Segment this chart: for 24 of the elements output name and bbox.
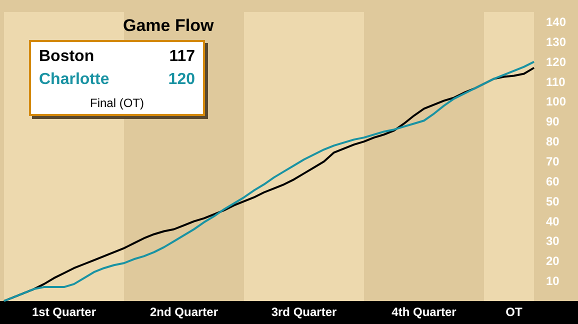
chart-title: Game Flow [123,16,214,35]
x-tick-label: 1st Quarter [32,305,96,319]
y-tick-label: 20 [546,254,560,268]
y-tick-label: 80 [546,134,560,149]
y-tick-label: 10 [546,274,560,288]
x-tick-label: OT [506,305,523,319]
annotation: 120 [168,71,195,89]
y-tick-label: 70 [546,154,560,168]
y-tick-label: 100 [546,94,566,109]
y-tick-label: 130 [546,34,566,49]
y-tick-label: 120 [546,54,566,69]
y-tick-label: 90 [546,114,560,129]
annotation: 117 [169,48,195,66]
annotation: Final (OT) [89,96,145,110]
y-tick-label: 60 [546,174,560,188]
x-tick-label: 3rd Quarter [271,305,338,319]
y-tick-label: 30 [546,234,560,248]
x-tick-label: 2nd Quarter [150,305,218,319]
y-tick-label: 140 [546,14,566,29]
y-tick-label: 40 [546,214,560,228]
y-tick-label: 50 [546,194,560,208]
y-tick-label: 110 [546,74,566,89]
score-box: Boston 117 Charlotte 120 Final (OT) [29,40,205,116]
x-tick-label: 4th Quarter [392,305,457,319]
